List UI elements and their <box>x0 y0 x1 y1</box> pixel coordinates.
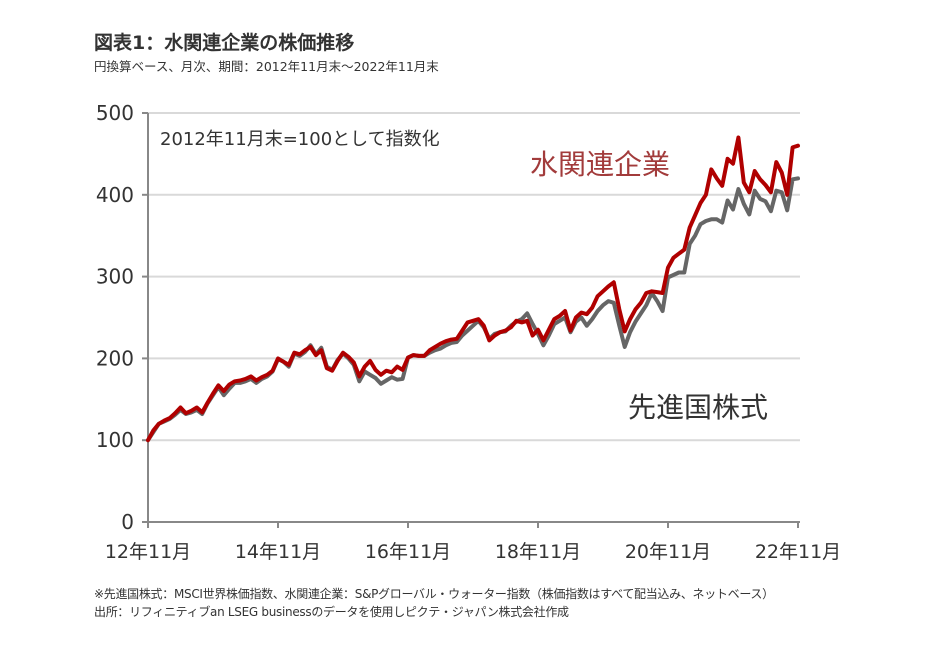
x-tick-label: 16年11月 <box>365 541 451 563</box>
y-tick-labels: 0 100 200 300 400 500 <box>96 101 134 534</box>
chart-title: 図表1：水関連企業の株価推移 <box>94 32 355 54</box>
x-tick-label: 12年11月 <box>105 541 191 563</box>
chart-subtitle: 円換算ベース、月次、期間：2012年11月末～2022年11月末 <box>94 59 439 74</box>
x-tick-label: 20年11月 <box>625 541 711 563</box>
series-lines <box>146 135 800 443</box>
series-line-developed <box>146 176 800 443</box>
x-tick-label: 18年11月 <box>495 541 581 563</box>
y-tick-label: 500 <box>96 101 134 125</box>
x-tick-label: 14年11月 <box>235 541 321 563</box>
source-note: 出所：リフィニティブan LSEG businessのデータを使用しピクテ・ジャ… <box>94 605 569 619</box>
footnote: ※先進国株式：MSCI世界株価指数、水関連企業：S&Pグローバル・ウォーター指数… <box>94 587 774 601</box>
gridlines <box>148 112 800 442</box>
x-tick-labels: 12年11月 14年11月 16年11月 18年11月 20年11月 22年11月 <box>105 541 841 563</box>
x-tick-label: 22年11月 <box>755 541 841 563</box>
series-line-water <box>146 135 800 443</box>
index-annotation: 2012年11月末=100として指数化 <box>160 129 440 150</box>
axes <box>142 112 800 528</box>
y-tick-label: 200 <box>96 346 134 370</box>
y-tick-label: 400 <box>96 183 134 207</box>
y-tick-label: 300 <box>96 265 134 289</box>
y-tick-label: 0 <box>121 510 134 534</box>
series-label-water: 水関連企業 <box>530 148 670 181</box>
y-tick-label: 100 <box>96 428 134 452</box>
series-label-developed: 先進国株式 <box>628 391 768 424</box>
